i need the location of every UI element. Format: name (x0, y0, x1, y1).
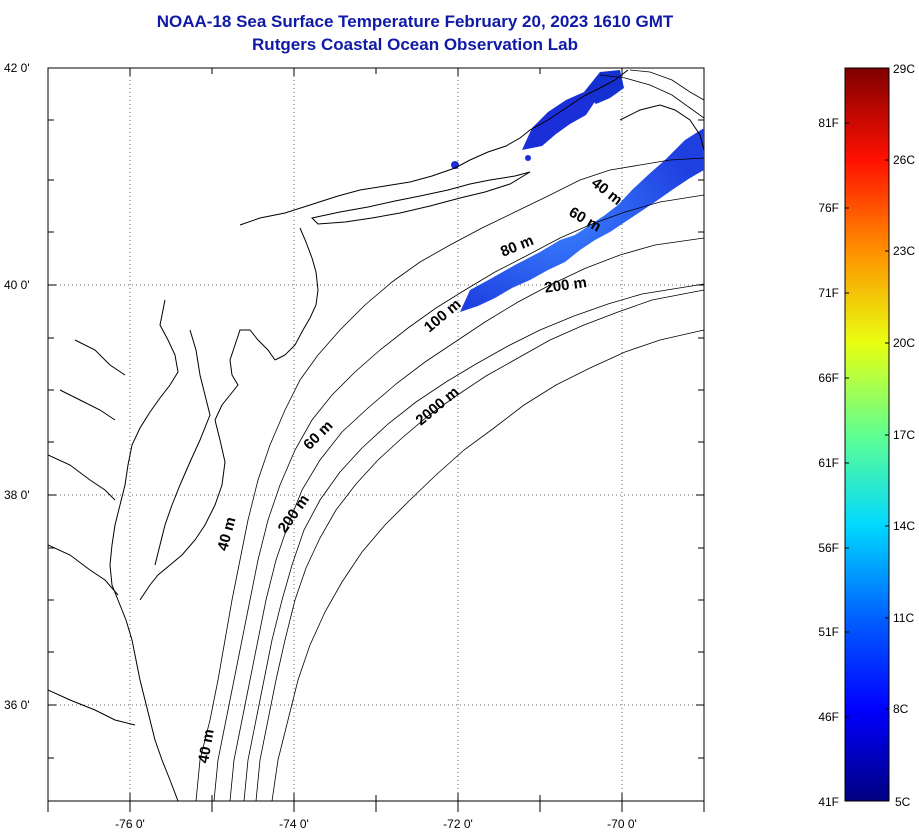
lon-label-70: -70 0' (607, 817, 637, 831)
lon-label-74: -74 0' (279, 817, 309, 831)
isobath-100m (243, 283, 704, 801)
lat-label-40: 40 0' (4, 278, 30, 292)
cb-label-46f: 46F (818, 710, 839, 724)
isobath-200m (255, 289, 704, 801)
long-island-coast (310, 171, 531, 225)
cb-label-5c: 5C (895, 795, 911, 809)
isobath-40m (195, 157, 704, 801)
title-line-2: Rutgers Coastal Ocean Observation Lab (252, 35, 578, 54)
cb-label-17c: 17C (893, 428, 915, 442)
inland-rivers (48, 339, 136, 726)
sst-speck (525, 155, 531, 161)
cb-label-14c: 14C (893, 519, 915, 533)
cb-label-29c: 29C (893, 62, 915, 76)
isobath-2000m (271, 329, 704, 801)
cb-label-26c: 26C (893, 153, 915, 167)
title-line-1: NOAA-18 Sea Surface Temperature February… (156, 12, 674, 31)
colorbar: 29C 26C 23C 20C 17C 14C 11C 8C 5C 81F 76… (818, 62, 915, 809)
nj-coast (274, 227, 319, 361)
cape-cod-outline (619, 104, 704, 151)
cb-label-20c: 20C (893, 336, 915, 350)
sst-data-patches (451, 70, 704, 312)
isobath-gom (599, 69, 704, 119)
virginia-nc-coast (117, 599, 179, 801)
cb-label-61f: 61F (818, 456, 839, 470)
isobath-60m (213, 194, 704, 801)
isobath-80m (229, 237, 704, 801)
axis-ticks (47, 67, 705, 812)
contour-label-40m-south: 40 m (195, 728, 218, 765)
contour-label-200m-north: 200 m (543, 274, 587, 297)
colorbar-ticks (845, 122, 889, 718)
cb-label-56f: 56F (818, 541, 839, 555)
lat-label-38: 38 0' (4, 488, 30, 502)
isobaths (195, 69, 704, 801)
colorbar-celsius-labels: 29C 26C 23C 20C 17C 14C 11C 8C 5C (893, 62, 915, 809)
lat-label-36: 36 0' (4, 698, 30, 712)
cb-label-41f: 41F (818, 795, 839, 809)
chesapeake-west-shore (109, 299, 179, 601)
chesapeake-east-shore (154, 329, 211, 566)
cb-label-8c: 8C (893, 702, 909, 716)
delmarva-coast (139, 419, 226, 601)
sst-patch-ne (584, 70, 624, 104)
cb-label-51f: 51F (818, 625, 839, 639)
sst-patch-north (522, 92, 596, 150)
graticule (48, 68, 704, 801)
map-title: NOAA-18 Sea Surface Temperature February… (0, 10, 830, 56)
map-frame (47, 67, 705, 802)
cb-label-66f: 66F (818, 371, 839, 385)
colorbar-gradient (844, 67, 890, 802)
lon-label-76: -76 0' (115, 817, 145, 831)
colorbar-fahrenheit-labels: 81F 76F 71F 66F 61F 56F 51F 46F 41F (818, 116, 839, 809)
cb-label-76f: 76F (818, 201, 839, 215)
lon-label-72: -72 0' (443, 817, 473, 831)
latitude-labels: 42 0' 40 0' 38 0' 36 0' (4, 61, 30, 712)
sst-patch-shelf (460, 128, 704, 312)
coastline (48, 69, 704, 801)
lat-label-42: 42 0' (4, 61, 30, 75)
delaware-bay (214, 329, 276, 421)
cb-label-71f: 71F (818, 286, 839, 300)
new-england-coast (239, 69, 629, 226)
longitude-labels: -76 0' -74 0' -72 0' -70 0' (115, 817, 637, 831)
cb-label-23c: 23C (893, 244, 915, 258)
cb-label-11c: 11C (893, 611, 914, 625)
cb-label-81f: 81F (818, 116, 839, 130)
